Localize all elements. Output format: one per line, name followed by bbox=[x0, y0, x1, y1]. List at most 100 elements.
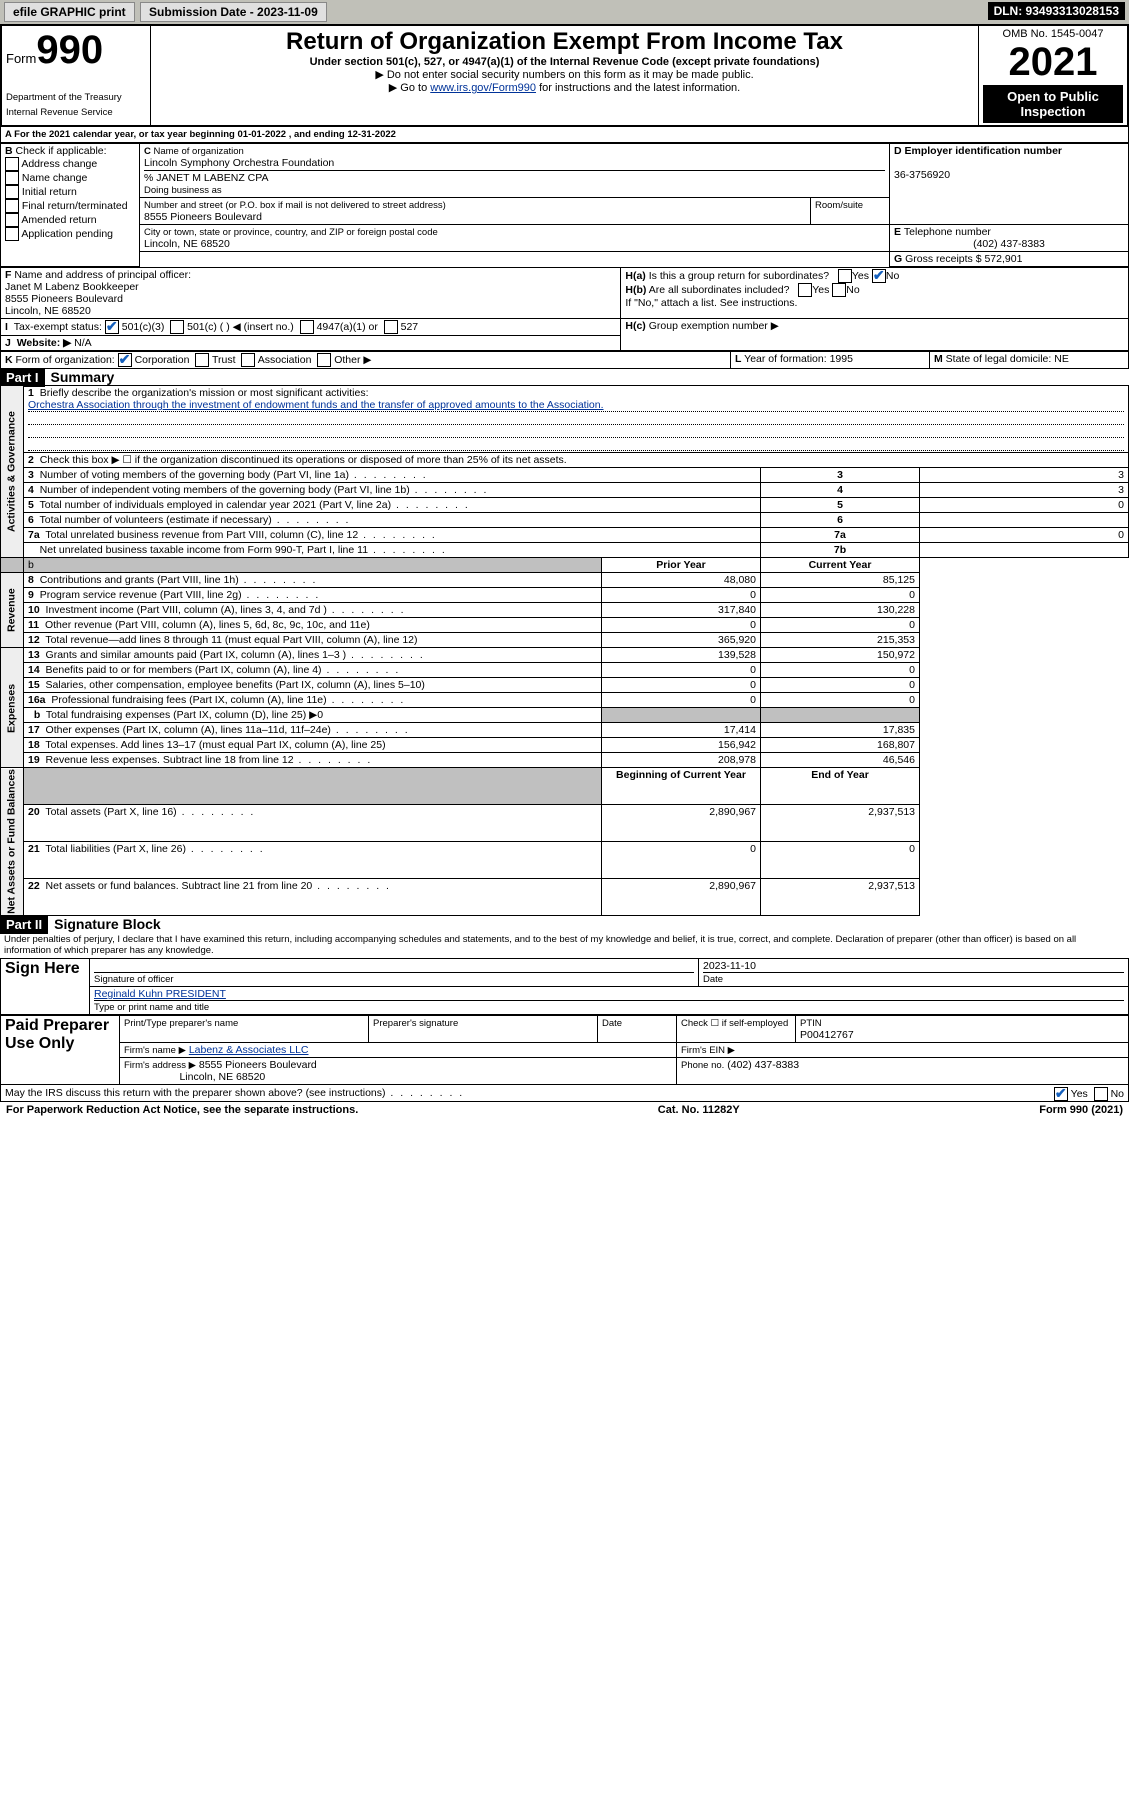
ha-no[interactable] bbox=[872, 269, 886, 283]
en16a: 16a bbox=[28, 694, 46, 706]
i-527: 527 bbox=[401, 321, 419, 333]
chk-527[interactable] bbox=[384, 320, 398, 334]
part2-hdr: Part II bbox=[0, 915, 48, 934]
v-exp: Expenses bbox=[1, 648, 24, 768]
ec13: 150,972 bbox=[761, 648, 920, 663]
ep15: 0 bbox=[602, 678, 761, 693]
chk-trust[interactable] bbox=[195, 353, 209, 367]
ha-yes[interactable] bbox=[838, 269, 852, 283]
rn8: 8 bbox=[28, 574, 34, 586]
col-curr: Current Year bbox=[761, 558, 920, 573]
firm-ein-lbl: Firm's EIN ▶ bbox=[681, 1045, 735, 1056]
t4: Number of independent voting members of … bbox=[40, 484, 489, 496]
chk-assoc[interactable] bbox=[241, 353, 255, 367]
city-label: City or town, state or province, country… bbox=[144, 227, 438, 238]
hb-yes[interactable] bbox=[798, 283, 812, 297]
dba-label: Doing business as bbox=[144, 185, 222, 196]
ec17: 17,835 bbox=[761, 723, 920, 738]
date-label: Date bbox=[703, 974, 723, 985]
ep14: 0 bbox=[602, 663, 761, 678]
line-a: A For the 2021 calendar year, or tax yea… bbox=[0, 127, 1129, 143]
firm-name-lbl: Firm's name ▶ bbox=[124, 1045, 186, 1056]
t5: Total number of individuals employed in … bbox=[40, 499, 470, 511]
domicile: NE bbox=[1054, 353, 1069, 365]
en14: 14 bbox=[28, 664, 40, 676]
n5: 5 bbox=[28, 499, 34, 511]
officer-link[interactable]: Reginald Kuhn PRESIDENT bbox=[94, 988, 226, 1000]
et13: Grants and similar amounts paid (Part IX… bbox=[46, 649, 425, 661]
return-title: Return of Organization Exempt From Incom… bbox=[155, 28, 974, 56]
v7a: 0 bbox=[920, 528, 1129, 543]
chk-addr[interactable] bbox=[5, 157, 19, 171]
ha: Is this a group return for subordinates? bbox=[649, 270, 829, 282]
self-emp: Check ☐ if self-employed bbox=[681, 1018, 788, 1029]
prep-date-lbl: Date bbox=[602, 1018, 622, 1029]
et15: Salaries, other compensation, employee b… bbox=[46, 679, 425, 691]
n4: 4 bbox=[28, 484, 34, 496]
year-formation: 1995 bbox=[830, 353, 853, 365]
k-trust: Trust bbox=[212, 354, 236, 366]
en16b: b bbox=[34, 709, 40, 721]
rp10: 317,840 bbox=[602, 603, 761, 618]
c-name-label: Name of organization bbox=[154, 146, 244, 157]
chk-final[interactable] bbox=[5, 199, 19, 213]
discuss-yes[interactable] bbox=[1054, 1087, 1068, 1101]
chk-init[interactable] bbox=[5, 185, 19, 199]
f-label: Name and address of principal officer: bbox=[14, 269, 191, 281]
subtitle: Under section 501(c), 527, or 4947(a)(1)… bbox=[155, 56, 974, 68]
ep18: 156,942 bbox=[602, 738, 761, 753]
prep-sig-lbl: Preparer's signature bbox=[373, 1018, 458, 1029]
phone: (402) 437-8383 bbox=[894, 238, 1124, 250]
chk-name[interactable] bbox=[5, 171, 19, 185]
k4: 4 bbox=[761, 483, 920, 498]
et19: Revenue less expenses. Subtract line 18 … bbox=[46, 754, 373, 766]
i-501c3: 501(c)(3) bbox=[122, 321, 165, 333]
chk-amend[interactable] bbox=[5, 213, 19, 227]
part2-title: Signature Block bbox=[48, 914, 167, 934]
part1-hdr: Part I bbox=[0, 368, 45, 387]
k-corp: Corporation bbox=[135, 354, 190, 366]
hb-no[interactable] bbox=[832, 283, 846, 297]
rp9: 0 bbox=[602, 588, 761, 603]
discuss-no[interactable] bbox=[1094, 1087, 1108, 1101]
ptin: P00412767 bbox=[800, 1029, 854, 1041]
chk-other[interactable] bbox=[317, 353, 331, 367]
rp11: 0 bbox=[602, 618, 761, 633]
chk-501c3[interactable] bbox=[105, 320, 119, 334]
np22: 2,890,967 bbox=[602, 878, 761, 915]
en17: 17 bbox=[28, 724, 40, 736]
k6: 6 bbox=[761, 513, 920, 528]
i-501c: 501(c) ( ) ◀ (insert no.) bbox=[187, 321, 294, 333]
np21: 0 bbox=[602, 841, 761, 878]
prep-phone: (402) 437-8383 bbox=[727, 1059, 799, 1071]
e-label: Telephone number bbox=[904, 226, 991, 238]
chk-corp[interactable] bbox=[118, 353, 132, 367]
footer: For Paperwork Reduction Act Notice, see … bbox=[0, 1102, 1129, 1118]
v6 bbox=[920, 513, 1129, 528]
jurat: Under penalties of perjury, I declare th… bbox=[0, 932, 1129, 958]
chk-501c[interactable] bbox=[170, 320, 184, 334]
en19: 19 bbox=[28, 754, 40, 766]
mission-link[interactable]: Orchestra Association through the invest… bbox=[28, 399, 604, 411]
irs-link[interactable]: www.irs.gov/Form990 bbox=[430, 82, 536, 94]
care-of: % JANET M LABENZ CPA bbox=[144, 172, 268, 184]
g-label: Gross receipts $ bbox=[905, 253, 981, 265]
efile-btn[interactable]: efile GRAPHIC print bbox=[4, 2, 135, 22]
rn11: 11 bbox=[28, 619, 39, 631]
gross-receipts: 572,901 bbox=[984, 253, 1022, 265]
chk-4947[interactable] bbox=[300, 320, 314, 334]
a-end: 12-31-2022 bbox=[347, 129, 396, 140]
i-label: Tax-exempt status: bbox=[14, 321, 102, 333]
a-begin: 01-01-2022 bbox=[238, 129, 287, 140]
omb: OMB No. 1545-0047 bbox=[983, 28, 1123, 40]
firm-name[interactable]: Labenz & Associates LLC bbox=[189, 1044, 309, 1056]
en13: 13 bbox=[28, 649, 40, 661]
no: No bbox=[1111, 1088, 1124, 1100]
rn12: 12 bbox=[28, 634, 40, 646]
chk-app[interactable] bbox=[5, 227, 19, 241]
b-app: Application pending bbox=[21, 228, 113, 240]
rn10: 10 bbox=[28, 604, 40, 616]
form-foot: Form 990 (2021) bbox=[1039, 1104, 1123, 1116]
rt9: Program service revenue (Part VIII, line… bbox=[40, 589, 321, 601]
q1: Briefly describe the organization's miss… bbox=[40, 387, 369, 399]
